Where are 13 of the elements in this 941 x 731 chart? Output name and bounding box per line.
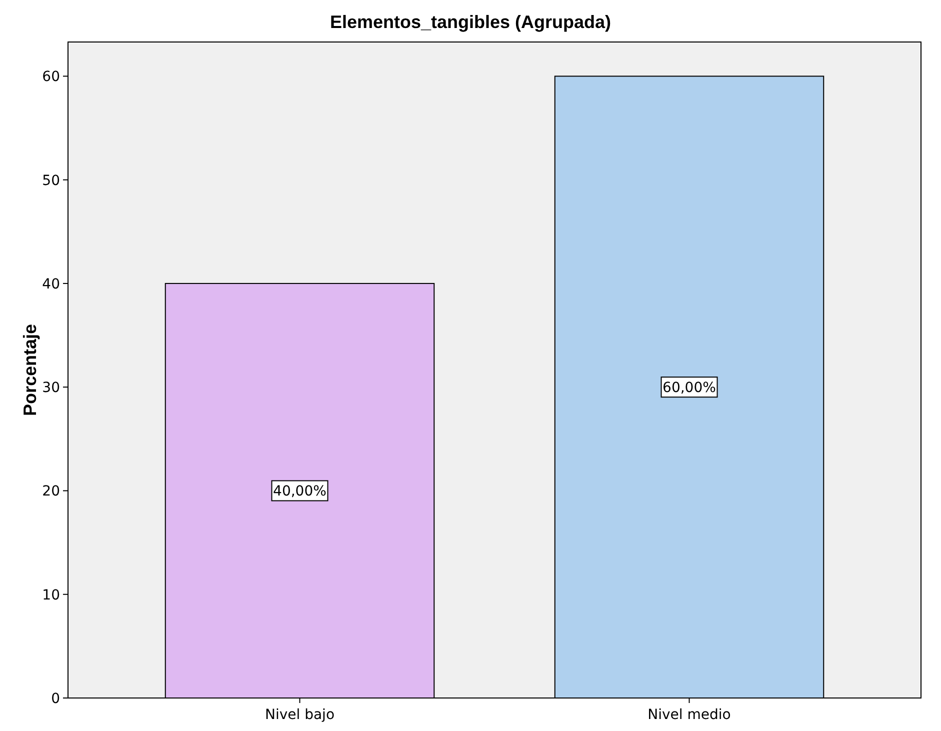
y-axis-title: Porcentaje [20,324,40,416]
y-tick-label: 60 [42,69,60,86]
data-label: 60,00% [662,380,716,396]
y-tick-label: 30 [42,380,60,396]
y-tick-label: 40 [42,276,60,292]
y-tick-label: 50 [42,172,60,189]
y-tick-label: 20 [42,484,60,500]
x-tick-label: Nivel medio [648,707,731,723]
data-label: 40,00% [273,484,326,500]
chart-title: Elementos_tangibles (Agrupada) [330,12,612,32]
y-tick-label: 10 [42,587,60,604]
y-tick-label: 0 [51,691,60,707]
x-tick-label: Nivel bajo [264,707,335,723]
